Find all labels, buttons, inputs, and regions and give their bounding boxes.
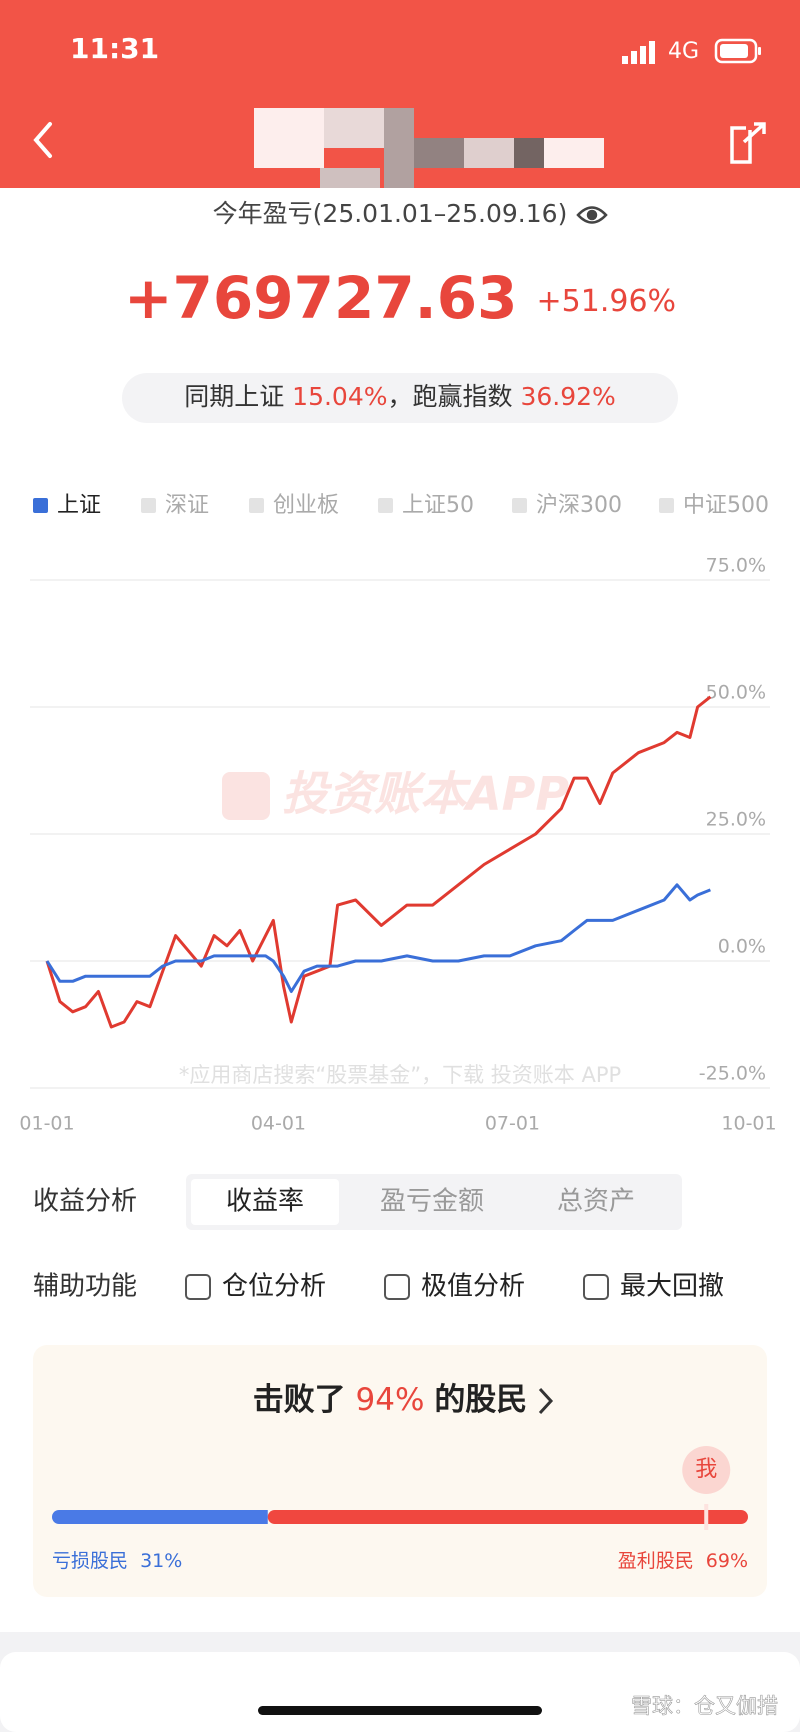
- legend-option[interactable]: 沪深300: [536, 493, 622, 518]
- profit-percent: +51.96%: [537, 284, 677, 319]
- next-card: [0, 1652, 800, 1732]
- tools-label: 辅助功能: [33, 1272, 137, 1302]
- x-tick-label: 10-01: [721, 1113, 776, 1135]
- legend-label: 上证: [57, 493, 101, 518]
- y-tick-label: 75.0%: [706, 555, 766, 577]
- legend-swatch-inactive: [249, 498, 264, 513]
- profit-amount: +769727.63: [124, 264, 517, 332]
- tabs: 收益率 盈亏金额 总资产: [226, 1187, 635, 1217]
- loss-segment-join: [259, 1510, 268, 1524]
- footer-watermark: 雪球：仓又伽措: [631, 1694, 778, 1718]
- home-indicator: [258, 1706, 542, 1715]
- legend-option[interactable]: 深证: [165, 493, 209, 518]
- watermark: 投资账本APP: [282, 767, 569, 821]
- legend-swatch: [33, 498, 48, 513]
- blurred-name: [254, 108, 604, 188]
- tools: 仓位分析 极值分析 最大回撤: [185, 1272, 724, 1302]
- watermark-logo: [222, 772, 270, 820]
- legend-swatch-inactive: [141, 498, 156, 513]
- eye-icon[interactable]: [576, 206, 608, 224]
- compare-prefix: 同期上证: [184, 382, 284, 411]
- analysis-label: 收益分析: [33, 1187, 137, 1217]
- index-return: 15.04%: [292, 382, 387, 411]
- ranking-prefix: 击败了: [253, 1382, 346, 1418]
- footnote: *应用商店搜索“股票基金”，下载 投资账本 APP: [179, 1063, 621, 1087]
- status-network: 4G: [668, 39, 699, 64]
- signal-icon: [622, 41, 655, 64]
- x-tick-label: 04-01: [251, 1113, 306, 1135]
- loss-percent: 31%: [140, 1550, 182, 1572]
- compare-middle: ，跑赢指数: [388, 382, 513, 411]
- chart: 上证 深证 创业板 上证50 沪深300 中证500 投资账本APP *应用商店搜索“股票基金…: [19, 493, 776, 1135]
- beat-percent: 94%: [356, 1382, 425, 1418]
- loss-label: 亏损股民: [52, 1550, 128, 1572]
- ranking-suffix: 的股民: [434, 1382, 527, 1418]
- profit-share-line: 盈利股民 69%: [618, 1550, 748, 1572]
- loss-line: 亏损股民 31%: [52, 1550, 182, 1572]
- legend-swatch-inactive: [512, 498, 527, 513]
- me-marker: [704, 1504, 709, 1530]
- y-tick-label: 50.0%: [706, 682, 766, 704]
- ranking-bar: 我: [52, 1446, 748, 1530]
- ranking-headline[interactable]: 击败了 94% 的股民: [253, 1382, 528, 1418]
- tab[interactable]: 总资产: [557, 1187, 635, 1217]
- legend-swatch-inactive: [659, 498, 674, 513]
- tab[interactable]: 收益率: [226, 1187, 304, 1217]
- profit-line: +769727.63 +51.96%: [124, 264, 676, 332]
- excess-return: 36.92%: [520, 382, 615, 411]
- x-tick-label: 01-01: [19, 1113, 74, 1135]
- checkbox-label: 仓位分析: [222, 1272, 326, 1302]
- legend-option[interactable]: 创业板: [273, 493, 339, 518]
- legend-option[interactable]: 中证500: [683, 493, 769, 518]
- checkbox[interactable]: [384, 1274, 410, 1300]
- y-tick-label: 0.0%: [718, 936, 766, 958]
- back-button[interactable]: [33, 122, 52, 158]
- profit-share-label: 盈利股民: [618, 1550, 694, 1572]
- loss-segment: [52, 1510, 268, 1524]
- series-line: [45, 883, 711, 993]
- compare-line: 同期上证 15.04%，跑赢指数 36.92%: [184, 382, 616, 411]
- battery-icon: [714, 38, 761, 64]
- legend-option[interactable]: 上证50: [402, 493, 474, 518]
- me-bubble: [682, 1446, 731, 1494]
- y-tick-label: -25.0%: [699, 1063, 766, 1085]
- period-title: 今年盈亏(25.01.01–25.09.16): [213, 199, 568, 228]
- me-label: 我: [695, 1457, 717, 1482]
- profit-segment: [267, 1510, 748, 1524]
- chevron[interactable]: [538, 1387, 554, 1415]
- checkbox[interactable]: [185, 1274, 211, 1300]
- y-tick-label: 25.0%: [706, 809, 766, 831]
- ranking-card: [33, 1345, 767, 1597]
- status-time: 11:31: [70, 32, 159, 65]
- tab[interactable]: 盈亏金额: [380, 1187, 484, 1217]
- tab-selected-bg: [191, 1179, 339, 1225]
- compare-pill: [122, 373, 678, 423]
- profit-share-percent: 69%: [706, 1550, 748, 1572]
- x-tick-label: 07-01: [485, 1113, 540, 1135]
- checkbox[interactable]: [583, 1274, 609, 1300]
- checkbox-label: 极值分析: [421, 1272, 525, 1302]
- series-line: [45, 695, 712, 1029]
- share-button[interactable]: [730, 122, 766, 164]
- checkbox-label: 最大回撤: [620, 1272, 724, 1302]
- legend-swatch-inactive: [378, 498, 393, 513]
